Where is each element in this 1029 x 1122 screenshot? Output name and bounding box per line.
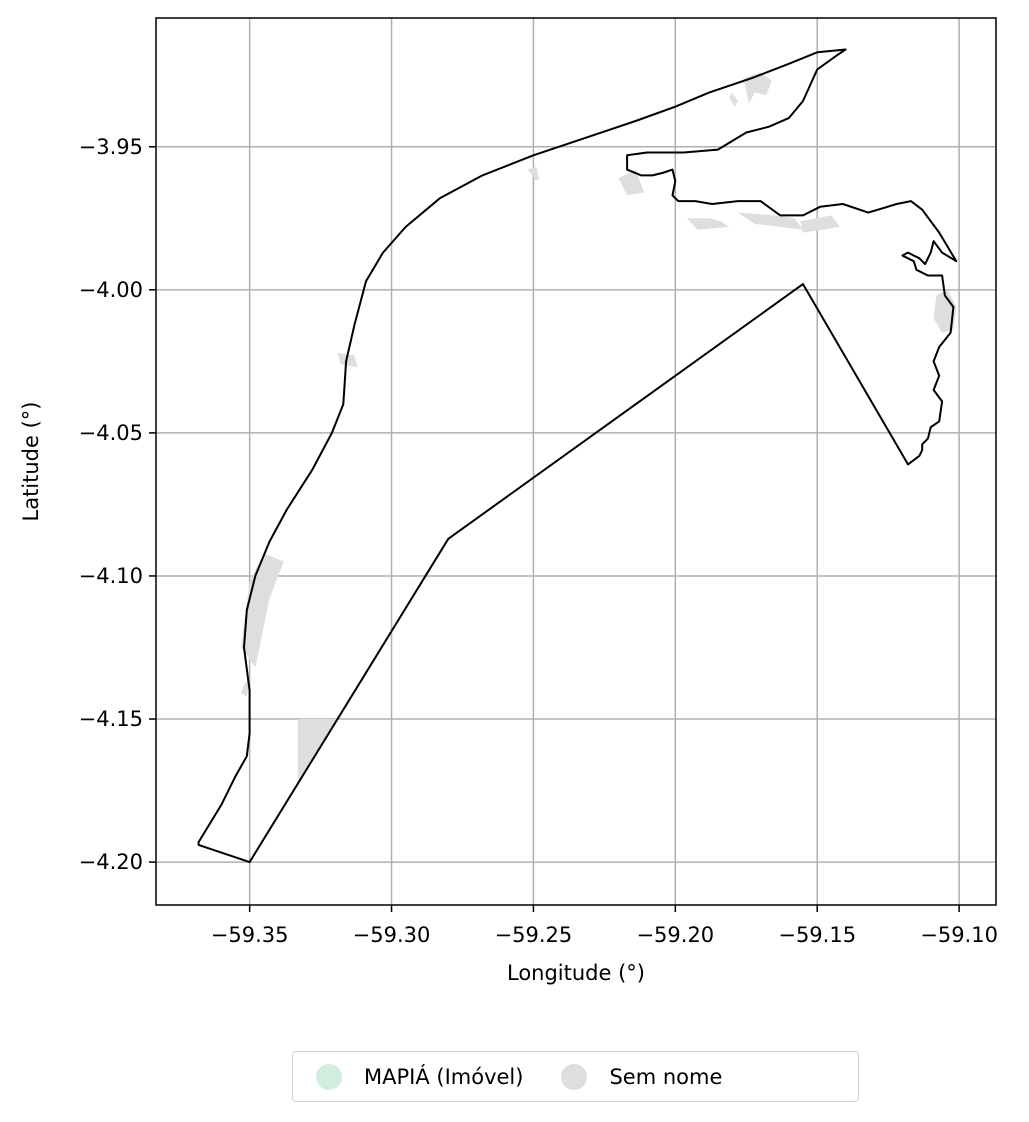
y-tick-label-5: −4.20 bbox=[79, 850, 143, 874]
legend-item-sem-nome: Sem nome bbox=[561, 1063, 723, 1090]
sem-nome-patch-1 bbox=[241, 679, 250, 697]
sem-nome-patch-3 bbox=[337, 352, 358, 368]
y-tick-label-3: −4.10 bbox=[79, 564, 143, 588]
sem-nome-patch-6 bbox=[743, 72, 772, 104]
legend: MAPIÁ (Imóvel) Sem nome bbox=[292, 1051, 859, 1102]
y-tick-label-0: −3.95 bbox=[79, 135, 143, 159]
sem-nome-patch-4 bbox=[527, 166, 540, 182]
sem-nome-patch-11 bbox=[933, 289, 957, 333]
x-tick-label-3: −59.20 bbox=[636, 923, 714, 947]
axes-frame bbox=[155, 17, 997, 906]
legend-label-mapia: MAPIÁ (Imóvel) bbox=[364, 1064, 524, 1089]
y-axis-ticks: −3.95 −4.00 −4.05 −4.10 −4.15 −4.20 bbox=[79, 135, 156, 874]
y-tick-label-1: −4.00 bbox=[79, 278, 143, 302]
sem-nome-patch-0 bbox=[241, 553, 284, 668]
x-tick-label-2: −59.25 bbox=[495, 923, 573, 947]
y-axis-label: Latitude (°) bbox=[19, 402, 43, 522]
x-tick-label-5: −59.10 bbox=[920, 923, 998, 947]
x-axis-label: Longitude (°) bbox=[507, 961, 645, 985]
sem-nome-patch-7 bbox=[729, 92, 738, 107]
sem-nome-patch-5 bbox=[618, 169, 645, 196]
sem-nome-patches bbox=[241, 72, 957, 782]
legend-label-sem-nome: Sem nome bbox=[609, 1064, 723, 1089]
legend-marker-sem-nome bbox=[561, 1063, 588, 1090]
sem-nome-patch-9 bbox=[737, 212, 803, 230]
mapia-property-boundary bbox=[197, 48, 958, 864]
grid-lines bbox=[156, 18, 996, 905]
sem-nome-patch-10 bbox=[800, 215, 840, 233]
x-axis-ticks: −59.35 −59.30 −59.25 −59.20 −59.15 −59.10 bbox=[211, 905, 998, 947]
boundary-outline bbox=[197, 48, 958, 864]
x-tick-label-1: −59.30 bbox=[353, 923, 431, 947]
legend-item-mapia: MAPIÁ (Imóvel) bbox=[316, 1063, 524, 1090]
y-tick-label-4: −4.15 bbox=[79, 707, 143, 731]
x-tick-label-0: −59.35 bbox=[211, 923, 289, 947]
sem-nome-patch-8 bbox=[686, 218, 730, 230]
legend-marker-mapia bbox=[316, 1063, 342, 1090]
y-tick-label-2: −4.05 bbox=[79, 421, 143, 445]
x-tick-label-4: −59.15 bbox=[778, 923, 856, 947]
